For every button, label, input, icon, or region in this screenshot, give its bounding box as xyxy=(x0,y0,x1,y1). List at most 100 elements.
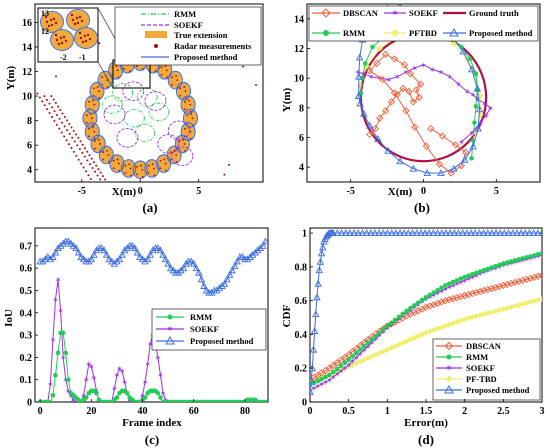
soekf-point: ✶ xyxy=(411,64,418,73)
legend-rmm-marker xyxy=(446,354,452,360)
dbscan-point xyxy=(373,59,381,67)
radar-measurement-point xyxy=(50,106,53,109)
radar-measurement-point xyxy=(101,175,104,178)
soekf-iou-point: ✶ xyxy=(60,353,67,362)
radar-measurement-point xyxy=(104,186,106,188)
dbscan-cdf-point xyxy=(507,279,515,288)
proposed-method-cdf-point xyxy=(525,229,534,237)
soekf-cdf-point: ✶ xyxy=(341,364,348,373)
proposed-extent-ellipse xyxy=(89,81,105,101)
y-tick-label: 0 xyxy=(27,398,32,409)
soekf-cdf-point: ✶ xyxy=(539,251,546,260)
proposed-method-cdf-point xyxy=(446,229,454,237)
proposed-extent-ellipse xyxy=(180,95,196,114)
radar-measurement-point xyxy=(189,130,192,133)
soekf-iou-point: ✶ xyxy=(147,340,154,349)
rmm-cdf-point xyxy=(323,374,328,380)
soekf-iou-point: ✶ xyxy=(52,295,59,304)
proposed-extent-ellipse xyxy=(109,154,125,173)
radar-measurement-point xyxy=(183,143,186,145)
proposed-method-iou-point xyxy=(51,248,60,256)
proposed-method-iou-point xyxy=(233,257,242,265)
radar-measurement-point xyxy=(53,119,56,122)
radar-measurement-point xyxy=(52,98,55,101)
radar-measurement-point xyxy=(80,162,83,165)
legend-rmm-label: RMM xyxy=(174,9,196,19)
dbscan-cdf-point xyxy=(430,301,438,309)
legend-soekf-marker: ✶ xyxy=(445,363,453,373)
proposed-method-cdf-point xyxy=(450,229,459,237)
rmm-cdf-point xyxy=(338,363,344,369)
proposed-method-cdf-point xyxy=(333,229,342,237)
rmm-cdf-point xyxy=(392,317,398,323)
dbscan-cdf-point xyxy=(488,284,496,293)
rmm-cdf-point xyxy=(415,300,421,305)
proposed-method-iou-point xyxy=(177,266,185,274)
dbscan-point xyxy=(416,80,425,88)
panel-c-ticks: 0 20 40 60 80 0 0.1 0.2 0.3 0.4 0.5 0.6 0.7 xyxy=(20,241,250,417)
dbscan-cdf-point xyxy=(449,294,457,303)
radar-measurement-point xyxy=(159,159,162,162)
soekf-cdf-point: ✶ xyxy=(357,350,364,359)
proposed-method-cdf-point xyxy=(521,229,530,237)
rmm-extent-ellipse xyxy=(148,102,170,122)
radar-measurement-point xyxy=(75,154,78,157)
dbscan-cdf-point xyxy=(433,299,442,307)
proposed-method-cdf-point xyxy=(483,229,492,237)
y-tick-label: 4 xyxy=(299,163,304,174)
y-tick-label: 12 xyxy=(22,67,32,78)
soekf-iou-point: ✶ xyxy=(119,367,126,376)
proposed-method-iou-point xyxy=(207,288,216,296)
radar-measurement-point xyxy=(76,21,80,25)
soekf-cdf-point: ✶ xyxy=(477,270,484,279)
radar-measurement-point xyxy=(242,65,245,68)
radar-measurement-point xyxy=(171,83,173,86)
radar-measurement-point xyxy=(88,37,92,41)
soekf-point: ✶ xyxy=(481,99,488,108)
legend-proposed-marker xyxy=(165,335,175,345)
proposed-method-iou-point xyxy=(192,264,201,272)
proposed-method-cdf-point xyxy=(367,229,375,237)
radar-measurement-point xyxy=(179,87,182,90)
radar-measurement-point xyxy=(56,113,59,116)
radar-measurement-point xyxy=(85,170,88,173)
radar-measurement-point xyxy=(98,42,101,45)
dbscan-cdf-point xyxy=(511,278,519,287)
legend-rmm-label: RMM xyxy=(343,28,365,38)
radar-measurement-point xyxy=(128,163,131,166)
radar-measurement-point xyxy=(95,186,97,188)
dbscan-cdf-point xyxy=(457,292,465,301)
rmm-extent-ellipse xyxy=(123,108,145,128)
rmm-cdf-point xyxy=(373,333,379,339)
radar-measurement-point xyxy=(163,158,166,161)
rmm-cdf-point xyxy=(431,290,437,295)
legend-soekf-label: SOEKF xyxy=(466,363,495,373)
dbscan-point xyxy=(393,90,401,99)
rmm-cdf-point xyxy=(439,285,444,291)
radar-measurement-point xyxy=(55,123,58,126)
legend-truth-label: Ground truth xyxy=(469,8,519,18)
radar-measurement-point xyxy=(176,79,179,82)
radar-measurement-point xyxy=(96,174,99,177)
panel-d: ✶✶✶✶✶✶✶✶✶✶✶✶✶✶✶✶✶✶✶✶✶✶✶✶✶✶✶✶✶✶✶✶✶✶✶✶✶✶✶✶… xyxy=(281,227,546,447)
x-tick-label: 3 xyxy=(540,406,545,417)
dbscan-cdf-point xyxy=(538,271,542,279)
panel-c-caption: (c) xyxy=(145,432,159,447)
radar-measurement-point xyxy=(129,167,132,170)
rmm-iou-point xyxy=(63,350,69,356)
rmm-cdf-point xyxy=(504,260,510,265)
proposed-method-iou-point xyxy=(92,246,101,254)
proposed-method-point xyxy=(437,169,445,177)
rmm-cdf-point xyxy=(528,254,533,259)
soekf-cdf-point: ✶ xyxy=(442,285,449,294)
proposed-method-cdf-point xyxy=(425,229,434,237)
y-tick-label: 0 xyxy=(302,398,307,409)
inset-tick-neg1: -1 xyxy=(79,53,86,62)
soekf-point: ✶ xyxy=(420,61,427,70)
soekf-cdf-point: ✶ xyxy=(365,342,372,351)
radar-measurement-point xyxy=(99,171,102,174)
panel-b-caption: (b) xyxy=(414,200,430,215)
radar-measurement-point xyxy=(124,164,127,167)
proposed-method-point xyxy=(396,157,404,165)
radar-measurement-point xyxy=(184,100,186,103)
